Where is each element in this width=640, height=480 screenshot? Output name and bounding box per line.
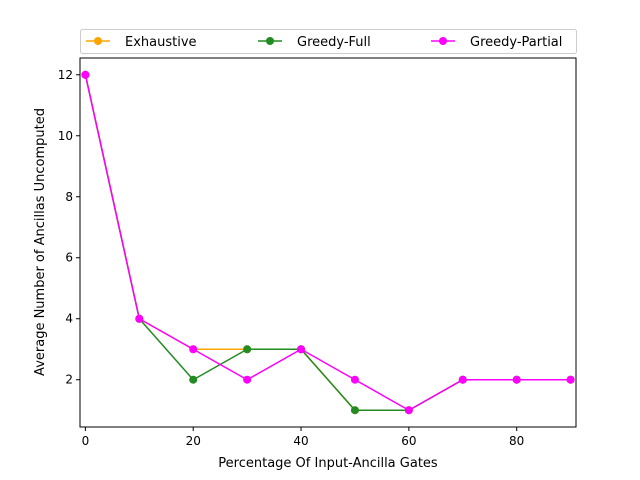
x-tick-label: 20 — [186, 434, 201, 448]
y-axis-label: Average Number of Ancillas Uncomputed — [33, 108, 48, 376]
data-point-2-3 — [243, 375, 252, 384]
y-tick-label: 6 — [65, 251, 73, 265]
series-layer — [81, 70, 575, 415]
x-axis-label: Percentage Of Input-Ancilla Gates — [218, 456, 438, 471]
data-point-1-2 — [189, 375, 198, 384]
data-point-2-0 — [81, 70, 90, 79]
legend-box — [80, 29, 577, 54]
data-point-2-2 — [189, 345, 198, 354]
series-line-0 — [84, 74, 571, 411]
data-point-2-5 — [350, 375, 359, 384]
x-tick-label: 0 — [82, 434, 90, 448]
x-tick-label: 40 — [293, 434, 308, 448]
legend: Exhaustive Greedy-Full Greedy-Partial — [80, 29, 577, 54]
legend-label-1: Greedy-Full — [297, 35, 371, 50]
legend-marker-0 — [94, 37, 102, 45]
plot-frame — [79, 57, 577, 428]
x-axis-ticks: 0 20 40 60 80 — [82, 427, 524, 448]
legend-label-2: Greedy-Partial — [470, 35, 562, 50]
data-point-1-3 — [243, 345, 252, 354]
data-point-2-9 — [566, 375, 575, 384]
x-tick-label: 60 — [401, 434, 416, 448]
y-axis-ticks: 2 4 6 8 10 12 — [58, 68, 80, 387]
x-tick-label: 80 — [509, 434, 524, 448]
series-line-2 — [84, 74, 571, 411]
data-point-2-4 — [297, 345, 306, 354]
legend-marker-1 — [266, 37, 274, 45]
y-tick-label: 10 — [58, 129, 73, 143]
data-point-2-1 — [135, 314, 144, 323]
y-tick-label: 4 — [65, 312, 73, 326]
legend-label-0: Exhaustive — [125, 35, 197, 50]
y-tick-label: 12 — [58, 68, 73, 82]
y-tick-label: 2 — [65, 373, 73, 387]
legend-marker-2 — [439, 37, 447, 45]
data-point-2-8 — [512, 375, 521, 384]
data-point-2-6 — [404, 406, 413, 415]
data-point-1-5 — [350, 406, 359, 415]
data-point-2-7 — [458, 375, 467, 384]
series-line-1 — [84, 74, 571, 411]
y-tick-label: 8 — [65, 190, 73, 204]
